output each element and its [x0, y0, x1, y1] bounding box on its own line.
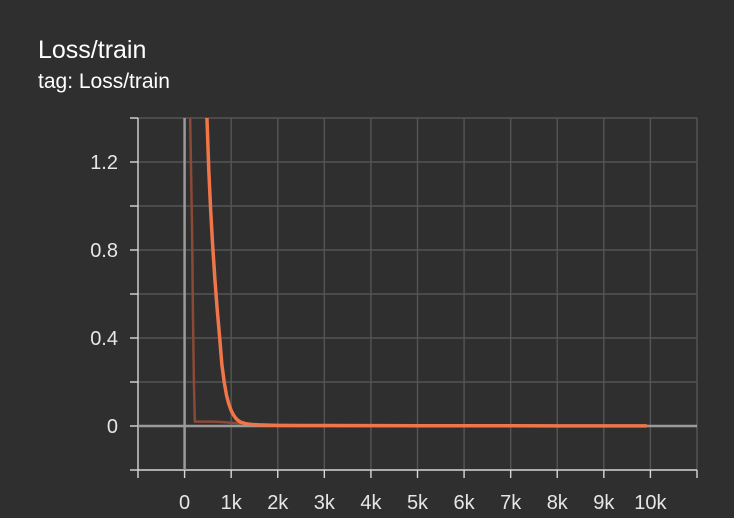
x-tick-label: 1k — [221, 492, 243, 514]
x-tick-label: 5k — [407, 492, 429, 514]
smoothed-loss-line — [205, 118, 648, 428]
y-tick-label: 0.8 — [90, 240, 118, 262]
chart-title: Loss/train — [38, 36, 147, 64]
x-tick-label: 9k — [593, 492, 615, 514]
y-tick-label: 0 — [107, 416, 118, 438]
x-tick-label: 4k — [360, 492, 382, 514]
x-tick-label: 8k — [547, 492, 569, 514]
x-tick-label: 10k — [634, 492, 667, 514]
x-tick-label: 7k — [500, 492, 522, 514]
chart-subtitle: tag: Loss/train — [38, 70, 170, 93]
y-tick-label: 0.4 — [90, 328, 118, 350]
x-tick-label: 6k — [454, 492, 476, 514]
x-tick-label: 0 — [179, 492, 190, 514]
x-tick-label: 2k — [267, 492, 289, 514]
y-tick-label: 1.2 — [90, 152, 118, 174]
x-tick-label: 3k — [314, 492, 336, 514]
